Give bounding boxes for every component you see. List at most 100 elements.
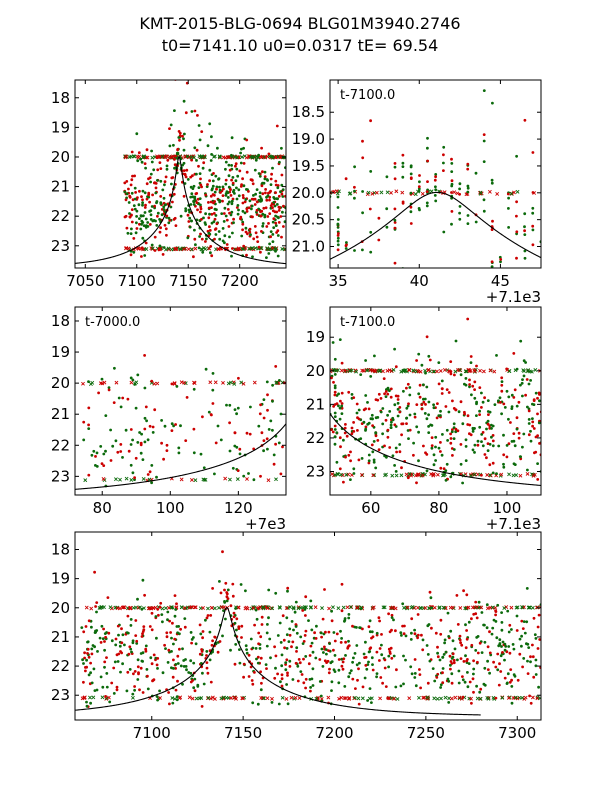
data-point bbox=[89, 701, 92, 705]
data-point bbox=[494, 696, 498, 700]
data-point bbox=[449, 370, 453, 373]
data-point bbox=[470, 617, 473, 621]
data-point bbox=[396, 401, 400, 405]
data-point bbox=[260, 230, 263, 233]
data-point bbox=[147, 177, 150, 181]
data-point bbox=[315, 624, 318, 628]
data-point bbox=[215, 187, 218, 191]
limit-cross bbox=[504, 605, 509, 609]
data-point bbox=[231, 594, 235, 598]
data-point bbox=[206, 614, 210, 617]
data-point bbox=[470, 393, 473, 397]
data-point bbox=[425, 201, 429, 205]
data-point bbox=[212, 212, 216, 215]
data-point bbox=[210, 153, 214, 156]
data-point bbox=[144, 166, 148, 170]
data-point bbox=[383, 392, 386, 396]
data-point bbox=[466, 671, 469, 674]
data-point bbox=[285, 658, 289, 662]
data-point bbox=[185, 668, 188, 672]
data-point bbox=[212, 172, 215, 175]
limit-cross bbox=[190, 696, 195, 701]
data-point bbox=[410, 672, 414, 676]
data-point bbox=[430, 424, 434, 427]
data-point bbox=[130, 191, 134, 195]
data-point bbox=[353, 185, 356, 189]
data-point bbox=[336, 223, 340, 227]
data-point bbox=[491, 439, 495, 443]
data-point bbox=[210, 135, 213, 139]
data-point bbox=[536, 478, 540, 481]
data-point bbox=[217, 230, 221, 233]
data-point bbox=[534, 637, 538, 640]
data-point bbox=[229, 604, 233, 608]
data-point bbox=[434, 199, 438, 203]
data-point bbox=[144, 203, 147, 207]
data-point bbox=[131, 378, 135, 382]
data-point bbox=[389, 387, 393, 391]
data-point bbox=[145, 182, 149, 186]
limit-cross bbox=[507, 369, 512, 373]
limit-cross bbox=[84, 605, 89, 610]
data-point bbox=[226, 588, 230, 592]
data-point bbox=[440, 379, 444, 383]
data-point bbox=[486, 399, 490, 402]
data-point bbox=[473, 396, 477, 400]
data-point bbox=[495, 472, 498, 475]
limit-cross bbox=[83, 478, 88, 483]
data-point bbox=[304, 677, 308, 681]
data-point bbox=[193, 197, 197, 201]
limit-cross bbox=[247, 246, 252, 251]
data-point bbox=[176, 148, 180, 152]
data-point bbox=[340, 404, 344, 408]
data-point bbox=[288, 633, 292, 637]
data-point bbox=[499, 654, 503, 658]
limit-cross bbox=[399, 359, 402, 362]
x-tick-label: 7200 bbox=[221, 272, 259, 290]
data-point bbox=[128, 645, 132, 649]
data-point bbox=[531, 424, 534, 428]
data-point bbox=[218, 237, 222, 241]
limit-cross bbox=[266, 478, 271, 483]
data-point bbox=[205, 237, 208, 241]
data-point bbox=[338, 338, 342, 341]
data-point bbox=[515, 256, 518, 260]
data-point bbox=[510, 628, 513, 631]
data-point bbox=[450, 672, 454, 676]
data-point bbox=[259, 688, 263, 692]
data-point bbox=[135, 642, 139, 645]
data-point bbox=[181, 134, 184, 138]
limit-cross bbox=[432, 696, 437, 701]
data-point bbox=[291, 640, 295, 644]
data-point bbox=[386, 428, 390, 432]
limit-cross bbox=[288, 605, 293, 609]
data-point bbox=[499, 670, 503, 673]
data-point bbox=[158, 161, 162, 165]
data-point bbox=[401, 175, 405, 179]
data-point bbox=[193, 228, 196, 232]
data-point bbox=[85, 704, 89, 708]
data-point bbox=[102, 464, 106, 467]
data-point bbox=[245, 648, 249, 651]
data-point bbox=[126, 670, 130, 674]
limit-cross bbox=[472, 368, 477, 372]
data-point bbox=[274, 442, 277, 446]
data-point bbox=[276, 634, 280, 637]
data-point bbox=[401, 153, 405, 157]
data-point bbox=[150, 611, 154, 615]
limit-cross bbox=[381, 369, 385, 374]
data-point bbox=[251, 255, 254, 259]
data-point bbox=[255, 188, 259, 192]
data-point bbox=[135, 221, 138, 225]
data-point bbox=[229, 194, 233, 197]
data-point bbox=[117, 633, 120, 637]
data-point bbox=[272, 201, 276, 204]
data-point bbox=[150, 160, 154, 164]
data-point bbox=[532, 427, 536, 430]
limit-cross bbox=[507, 472, 511, 477]
data-point bbox=[152, 653, 156, 657]
data-point bbox=[172, 218, 176, 221]
data-point bbox=[521, 665, 524, 669]
data-point bbox=[159, 179, 163, 183]
data-point bbox=[420, 407, 424, 411]
